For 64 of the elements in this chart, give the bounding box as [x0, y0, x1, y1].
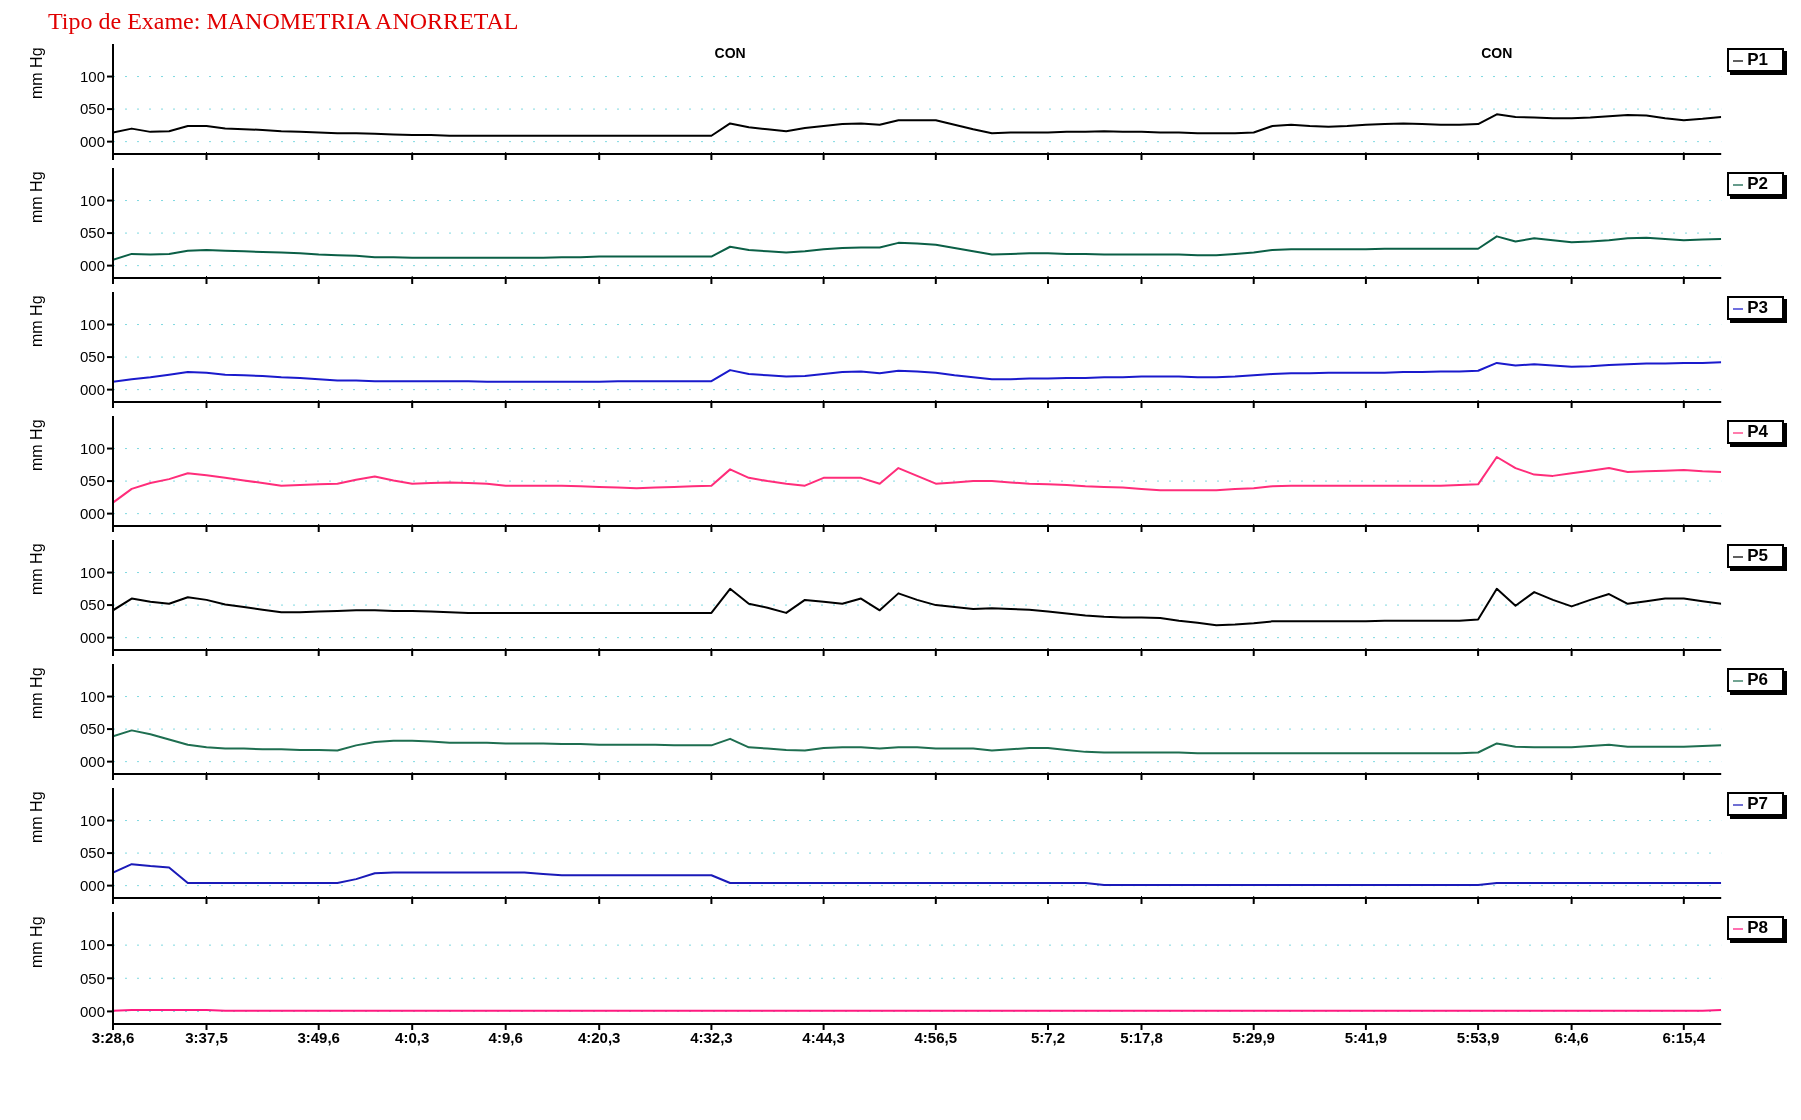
y-tick-label: 100 — [79, 315, 105, 333]
y-tick-label: 000 — [79, 504, 105, 522]
y-tick-label: 000 — [79, 1002, 105, 1020]
y-tick-label: 050 — [79, 100, 105, 118]
y-tick-label: 100 — [79, 439, 105, 457]
y-axis-title: mm Hg — [27, 295, 45, 347]
x-tick-label: 3:28,6 — [91, 1028, 135, 1046]
legend-label: P2 — [1747, 174, 1768, 193]
line-series — [113, 456, 1722, 504]
x-tick-label: 5:17,8 — [1120, 1028, 1163, 1046]
y-tick-label: 050 — [79, 224, 105, 242]
x-tick-label: 3:49,6 — [297, 1028, 340, 1046]
y-tick-label: 000 — [79, 752, 105, 770]
y-axis-title: mm Hg — [27, 667, 45, 719]
y-axis-title: mm Hg — [27, 419, 45, 471]
legend-label: P7 — [1747, 794, 1768, 813]
y-axis-title: mm Hg — [27, 916, 45, 968]
y-tick-label: 100 — [79, 936, 105, 954]
y-tick-label: 050 — [79, 472, 105, 490]
x-tick-label: 5:53,9 — [1456, 1028, 1500, 1046]
y-tick-label: 000 — [79, 256, 105, 274]
y-tick-label: 050 — [79, 969, 105, 987]
y-tick-label: 050 — [79, 596, 105, 614]
y-axis-title: mm Hg — [27, 47, 45, 99]
line-series — [113, 729, 1722, 755]
x-tick-label: 6:15,4 — [1662, 1028, 1706, 1046]
x-tick-label: 6:4,6 — [1554, 1028, 1589, 1046]
x-tick-label: 4:9,6 — [488, 1028, 523, 1046]
legend-label: P4 — [1747, 422, 1768, 441]
y-tick-label: 100 — [79, 811, 105, 829]
y-tick-label: 000 — [79, 876, 105, 894]
y-tick-label: 000 — [79, 380, 105, 398]
x-tick-label: 5:29,9 — [1232, 1028, 1275, 1046]
x-tick-label: 3:37,5 — [185, 1028, 228, 1046]
x-tick-label: 4:56,5 — [914, 1028, 958, 1046]
legend-label: P6 — [1747, 670, 1768, 689]
x-tick-label: 4:44,3 — [802, 1028, 845, 1046]
y-axis-title: mm Hg — [27, 543, 45, 595]
line-series — [113, 863, 1722, 886]
y-axis-title: mm Hg — [27, 791, 45, 843]
y-tick-label: 000 — [79, 132, 105, 150]
legend-label: P5 — [1747, 546, 1768, 565]
x-tick-label: 5:41,9 — [1344, 1028, 1388, 1046]
annotation: CON — [714, 44, 746, 61]
x-tick-label: 4:0,3 — [395, 1028, 430, 1046]
y-tick-label: 000 — [79, 628, 105, 646]
y-tick-label: 100 — [79, 67, 105, 85]
line-series — [113, 361, 1722, 383]
y-axis-title: mm Hg — [27, 171, 45, 223]
chart-title: Tipo de Exame: MANOMETRIA ANORRETAL — [47, 8, 520, 36]
x-tick-label: 4:32,3 — [690, 1028, 733, 1046]
y-tick-label: 100 — [79, 563, 105, 581]
x-tick-label: 4:20,3 — [577, 1028, 621, 1046]
y-tick-label: 100 — [79, 191, 105, 209]
y-tick-label: 050 — [79, 348, 105, 366]
legend-label: P1 — [1747, 50, 1768, 69]
legend-label: P3 — [1747, 298, 1768, 317]
y-tick-label: 050 — [79, 844, 105, 862]
legend-label: P8 — [1747, 918, 1768, 937]
line-series — [113, 235, 1722, 261]
annotation: CON — [1481, 44, 1513, 61]
y-tick-label: 100 — [79, 687, 105, 705]
y-tick-label: 050 — [79, 720, 105, 738]
x-tick-label: 5:7,2 — [1030, 1028, 1066, 1046]
